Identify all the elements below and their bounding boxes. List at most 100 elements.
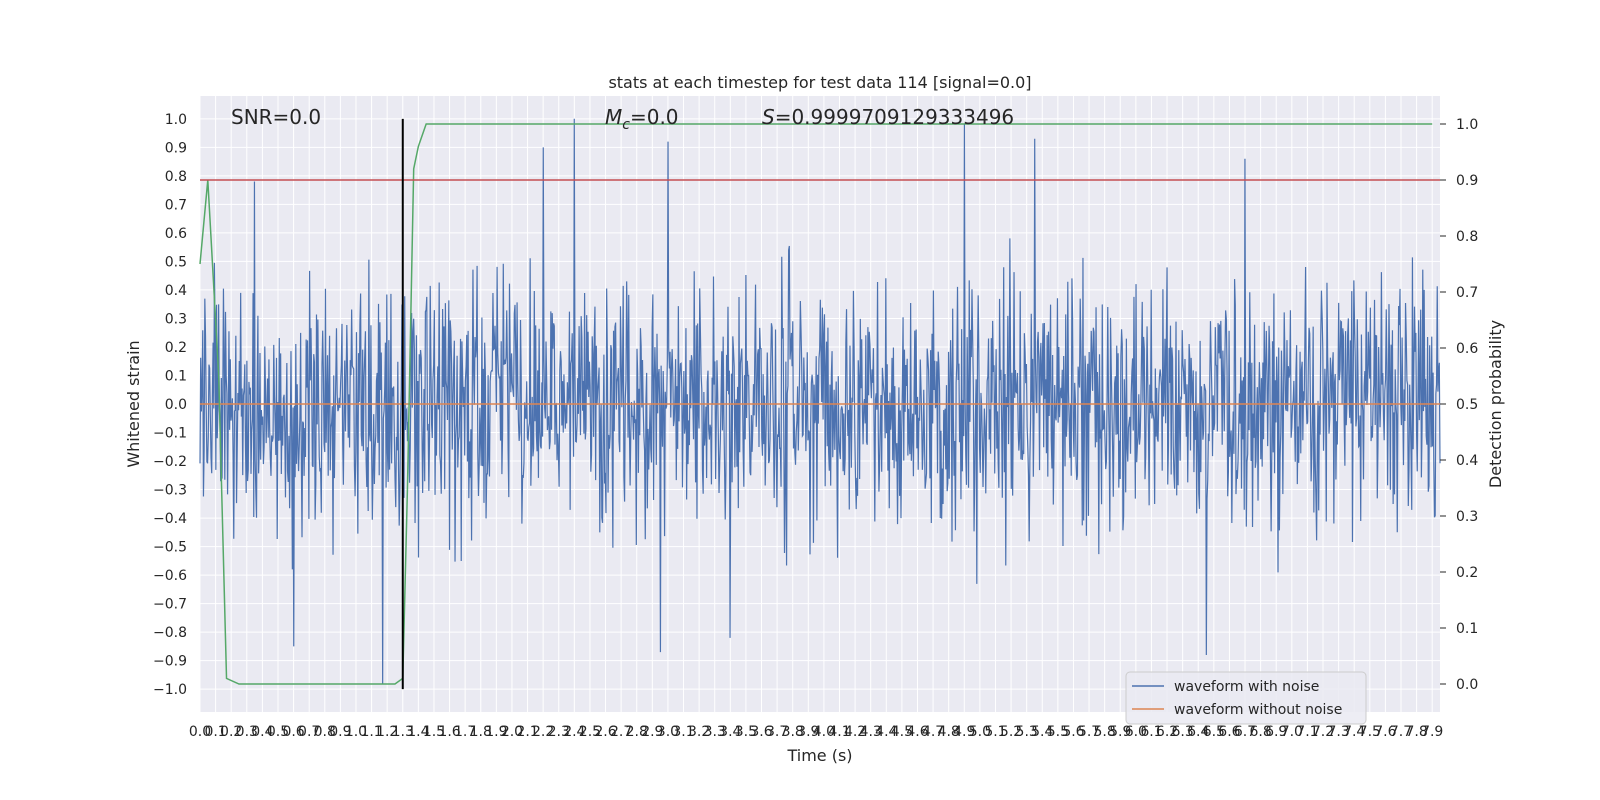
x-tick-label: 3.1	[672, 724, 694, 740]
y-right-tick-label: 0.9	[1456, 173, 1478, 189]
x-tick-label: 4.3	[860, 724, 882, 740]
y-right-tick-label: 0.7	[1456, 285, 1478, 301]
y-right-tick-label: 0.4	[1456, 453, 1478, 469]
line-series	[199, 118, 1440, 690]
y-left-tick-label: −1.0	[153, 682, 187, 698]
y-right-tick-label: 0.3	[1456, 509, 1478, 525]
x-tick-label: 3.5	[735, 724, 757, 740]
y-left-tick-label: 0.8	[165, 169, 187, 185]
x-tick-label: 5.8	[1094, 724, 1116, 740]
x-tick-label: 0.1	[204, 724, 226, 740]
x-tick-label: 4.6	[906, 724, 928, 740]
x-tick-label: 4.9	[953, 724, 975, 740]
x-tick-label: 2.8	[626, 724, 648, 740]
y-right-tick-label: 0.8	[1456, 229, 1478, 245]
noisy-waveform-line	[199, 118, 1441, 684]
x-tick-label: 3.2	[688, 724, 710, 740]
x-tick-label: 7.6	[1374, 724, 1396, 740]
x-tick-label: 5.6	[1062, 724, 1084, 740]
y-left-tick-label: −0.6	[153, 568, 187, 584]
chart-title: stats at each timestep for test data 114…	[608, 73, 1031, 92]
y-left-tick-label: 1.0	[165, 112, 187, 128]
y-left-tick-label: −0.2	[153, 454, 187, 470]
x-tick-label: 3.8	[782, 724, 804, 740]
legend-box	[1125, 671, 1367, 725]
y-right-axis-label: Detection probability	[1486, 320, 1505, 488]
x-tick-label: 1.7	[454, 724, 476, 740]
x-tick-label: 1.2	[376, 724, 398, 740]
score-value: =0.9999709129333496	[775, 105, 1014, 129]
x-tick-label: 6.1	[1140, 724, 1162, 740]
x-tick-label: 7.0	[1281, 724, 1303, 740]
x-tick-label: 6.6	[1218, 724, 1240, 740]
x-tick-label: 3.6	[750, 724, 772, 740]
y-left-tick-label: 0.7	[165, 197, 187, 213]
y-left-tick-label: −0.1	[153, 426, 187, 442]
x-tick-label: 2.5	[579, 724, 601, 740]
x-tick-label: 4.8	[938, 724, 960, 740]
x-tick-label: 0.3	[236, 724, 258, 740]
y-right-tick-label: 0.0	[1456, 677, 1478, 693]
x-tick-label: 1.8	[470, 724, 492, 740]
chirp-mass-value: =0.0	[630, 105, 679, 129]
x-tick-label: 2.6	[594, 724, 616, 740]
x-tick-label: 7.2	[1312, 724, 1334, 740]
x-tick-label: 4.4	[875, 724, 897, 740]
x-tick-label: 0.9	[329, 724, 351, 740]
x-tick-labels: 0.00.10.20.30.40.50.60.70.80.91.01.11.21…	[189, 724, 1443, 740]
score-annotation: S=0.9999709129333496	[762, 105, 1014, 129]
y-left-tick-label: −0.8	[153, 625, 187, 641]
y-right-tick-label: 0.6	[1456, 341, 1478, 357]
x-tick-label: 0.7	[298, 724, 320, 740]
snr-annotation: SNR=0.0	[231, 105, 321, 129]
y-left-tick-label: 0.3	[165, 311, 187, 327]
y-left-tick-label: 0.0	[165, 397, 187, 413]
x-tick-label: 6.0	[1125, 724, 1147, 740]
noise-series	[199, 118, 1441, 684]
x-tick-label: 3.3	[704, 724, 726, 740]
x-tick-label: 3.9	[797, 724, 819, 740]
x-tick-label: 7.3	[1327, 724, 1349, 740]
x-tick-label: 1.6	[438, 724, 460, 740]
x-tick-label: 3.0	[657, 724, 679, 740]
x-tick-label: 4.5	[891, 724, 913, 740]
x-tick-label: 7.1	[1296, 724, 1318, 740]
x-tick-label: 2.1	[516, 724, 538, 740]
x-tick-label: 1.9	[485, 724, 507, 740]
chirp-mass-symbol: M	[605, 105, 622, 129]
x-tick-label: 1.4	[407, 724, 429, 740]
y-left-tick-label: 0.2	[165, 340, 187, 356]
x-tick-label: 5.9	[1109, 724, 1131, 740]
x-tick-label: 6.2	[1156, 724, 1178, 740]
y-left-tick-label: −0.3	[153, 483, 187, 499]
x-tick-label: 6.8	[1249, 724, 1271, 740]
y-left-tick-label: −0.7	[153, 597, 187, 613]
legend-label-clean: waveform without noise	[1174, 702, 1342, 718]
x-tick-label: 5.1	[984, 724, 1006, 740]
x-tick-label: 1.3	[392, 724, 414, 740]
x-tick-label: 1.0	[345, 724, 367, 740]
legend: waveform with noise waveform without noi…	[1125, 671, 1367, 725]
x-tick-label: 1.5	[423, 724, 445, 740]
x-tick-label: 7.7	[1390, 724, 1412, 740]
x-tick-label: 2.4	[563, 724, 585, 740]
x-tick-label: 4.0	[813, 724, 835, 740]
x-tick-label: 2.0	[501, 724, 523, 740]
x-tick-label: 0.6	[282, 724, 304, 740]
y-left-tick-label: 0.1	[165, 368, 187, 384]
x-tick-label: 5.2	[1000, 724, 1022, 740]
x-tick-label: 6.7	[1234, 724, 1256, 740]
x-tick-label: 6.3	[1172, 724, 1194, 740]
y-right-tick-label: 0.2	[1456, 565, 1478, 581]
x-axis-label: Time (s)	[786, 746, 852, 765]
x-tick-label: 0.0	[189, 724, 211, 740]
x-tick-label: 2.2	[532, 724, 554, 740]
y-left-tick-labels: −1.0 −0.9 −0.8 −0.7 −0.6 −0.5 −0.4 −0.3 −0.2 −0.1…	[153, 112, 187, 698]
y-left-tick-label: −0.9	[153, 654, 187, 670]
y-left-tick-label: 0.9	[165, 140, 187, 156]
x-tick-label: 3.7	[766, 724, 788, 740]
x-tick-label: 6.9	[1265, 724, 1287, 740]
x-tick-label: 1.1	[360, 724, 382, 740]
y-right-tick-labels: 0.0 0.1 0.2 0.3 0.4 0.5 0.6 0.7 0.8 0.9 1.0	[1440, 117, 1478, 693]
x-tick-label: 4.1	[828, 724, 850, 740]
